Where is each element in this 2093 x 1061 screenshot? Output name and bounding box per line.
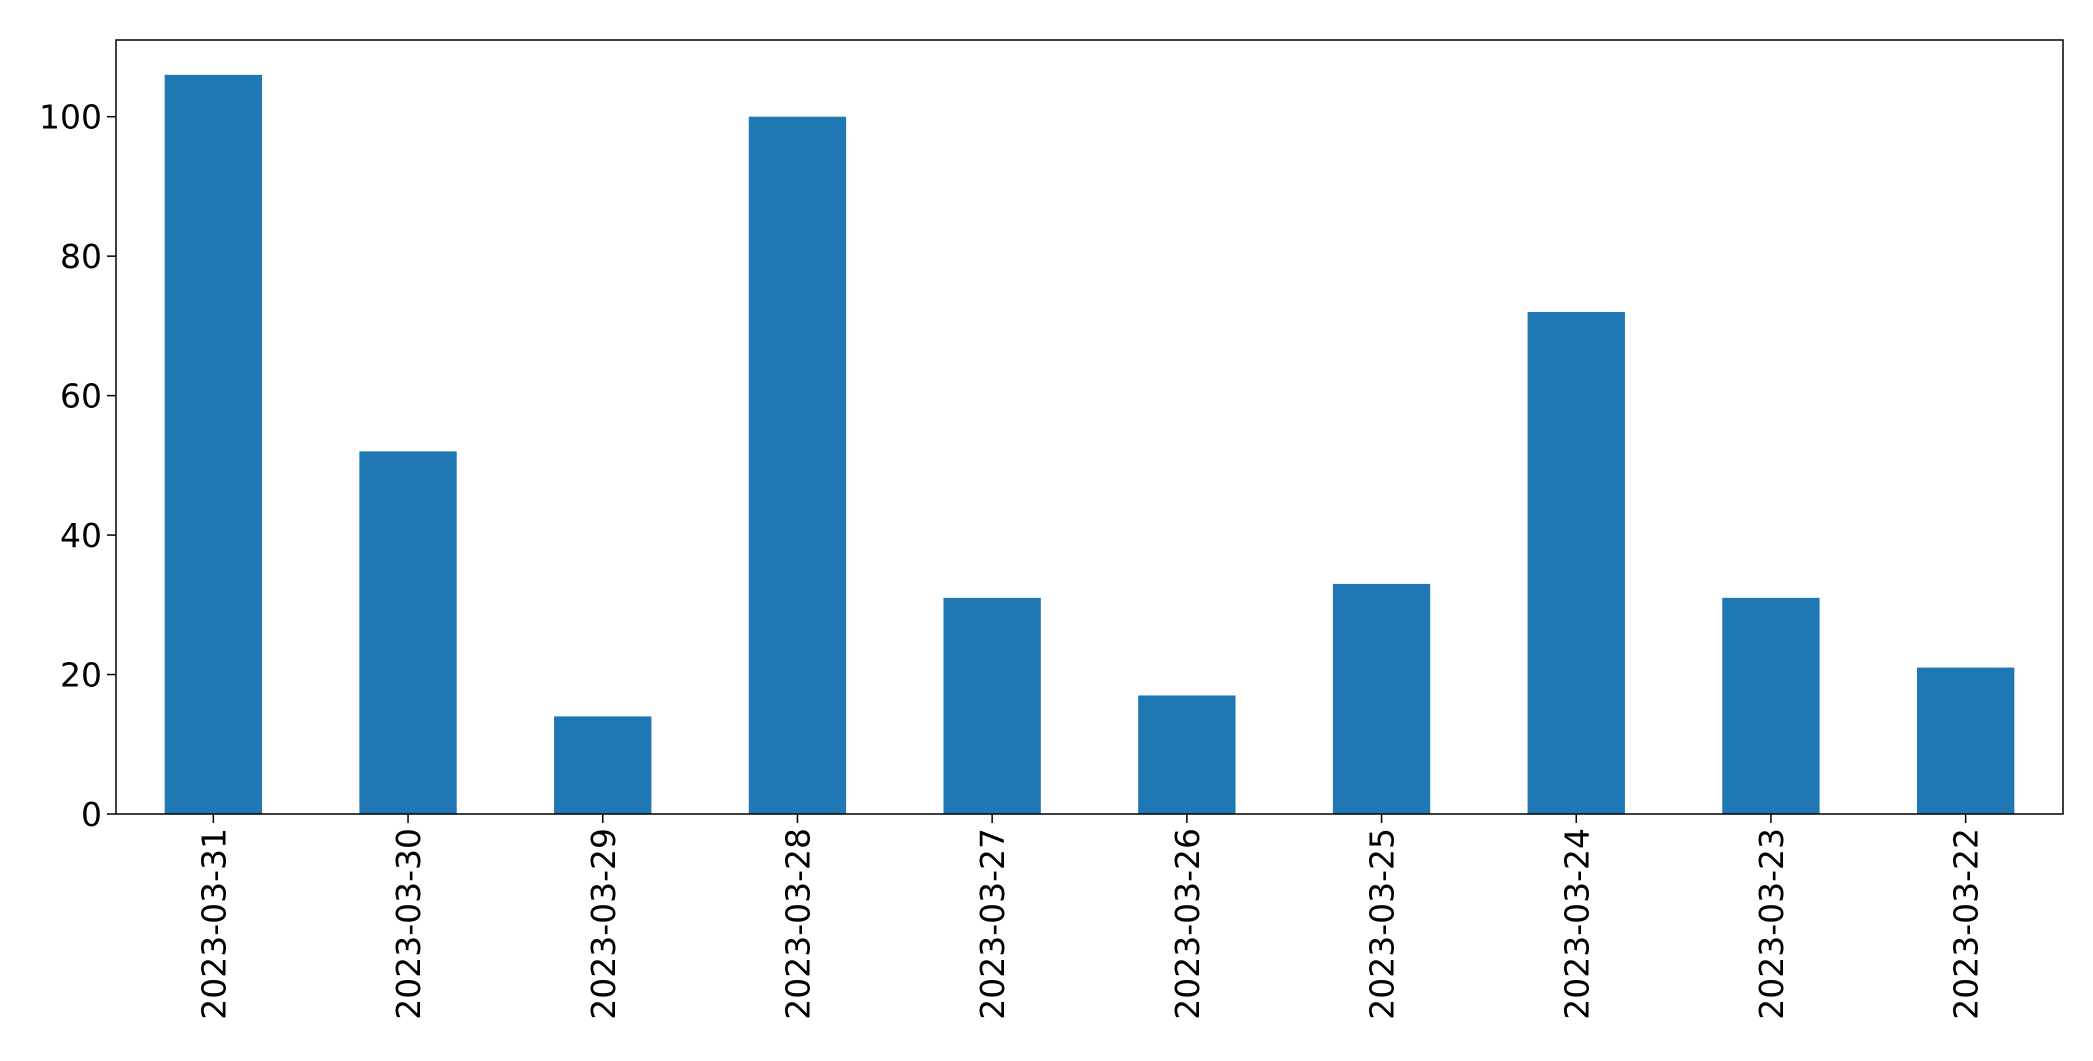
x-tick-label: 2023-03-25 [1363,828,1402,1020]
x-tick-label: 2023-03-22 [1947,828,1986,1020]
bar-2023-03-31 [164,74,263,814]
y-tick-label: 100 [39,98,102,137]
x-axis: 2023-03-31 2023-03-30 2023-03-29 2023-03-28… [194,814,1986,1020]
x-tick-label: 2023-03-28 [778,828,817,1020]
y-tick-label: 40 [60,516,102,555]
bar-2023-03-26 [1138,695,1236,814]
x-tick-label: 2023-03-24 [1557,828,1596,1020]
bar-2023-03-22 [1916,667,2015,814]
bar-2023-03-28 [748,116,847,815]
plot-area-frame [115,39,2064,815]
bar-2023-03-24 [1527,311,1625,814]
x-tick-label: 2023-03-29 [584,828,623,1020]
x-tick-label: 2023-03-31 [194,828,233,1020]
bar-2023-03-25 [1332,583,1431,814]
bar-2023-03-27 [943,597,1041,814]
y-tick-label: 20 [60,656,102,695]
x-tick-label: 2023-03-27 [973,828,1012,1020]
x-tick-label: 2023-03-23 [1752,828,1791,1020]
y-axis: 0 20 40 60 80 100 [39,98,116,834]
bar-2023-03-29 [554,716,652,814]
bar-2023-03-23 [1722,597,1820,814]
y-tick-label: 60 [60,377,102,416]
y-tick-label: 0 [81,795,102,834]
bar-2023-03-30 [359,451,457,814]
x-tick-label: 2023-03-30 [389,828,428,1020]
y-tick-label: 80 [60,237,102,276]
bars-group [164,74,2015,815]
x-tick-label: 2023-03-26 [1168,828,1207,1020]
